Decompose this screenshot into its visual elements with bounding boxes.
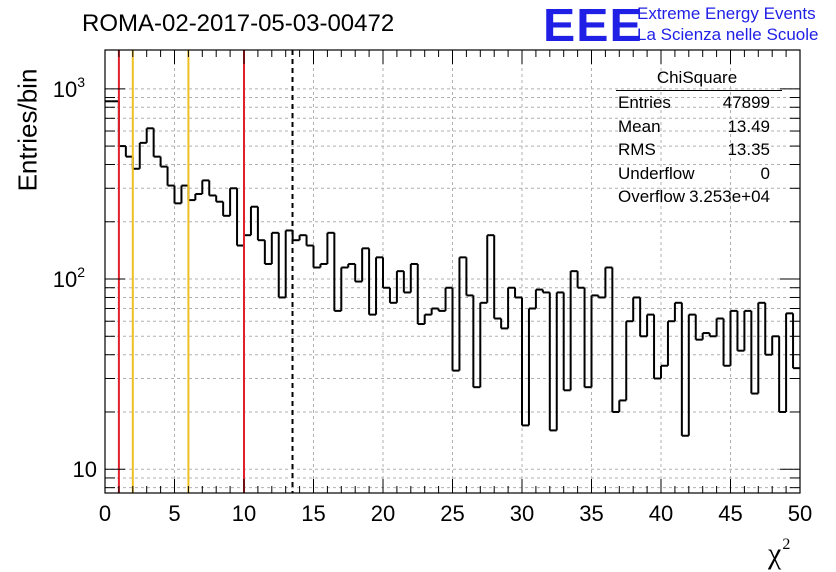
chart-title: ROMA-02-2017-05-03-00472 — [82, 10, 394, 38]
y-axis-label: Entries/bin — [8, 70, 48, 190]
x-tick-label: 20 — [371, 501, 395, 526]
y-tick-label: 103 — [53, 74, 85, 102]
stats-value: 3.253e+04 — [689, 187, 770, 207]
y-tick-label: 10 — [73, 457, 97, 482]
stats-row-overflow: Overflow 3.253e+04 — [612, 185, 782, 209]
stats-value: 0 — [761, 164, 770, 184]
x-tick-label: 50 — [788, 501, 812, 526]
x-axis-label: χ2 — [768, 536, 790, 571]
x-tick-label: 35 — [579, 501, 603, 526]
x-tick-label: 5 — [168, 501, 180, 526]
logo-text-line1: Extreme Energy Events — [637, 4, 816, 24]
x-tick-label: 10 — [232, 501, 256, 526]
stats-box-title: ChiSquare — [612, 68, 782, 88]
stats-key: RMS — [618, 140, 656, 160]
logo-text-line2: La Scienza nelle Scuole — [637, 25, 818, 45]
stats-key: Overflow — [618, 187, 685, 207]
y-tick-label: 102 — [53, 264, 85, 292]
stats-row-rms: RMS 13.35 — [612, 138, 782, 162]
eee-logo: EEE Extreme Energy Events La Scienza nel… — [543, 2, 833, 48]
stats-key: Entries — [618, 93, 671, 113]
eee-logo-mark: EEE — [543, 2, 643, 48]
x-tick-label: 0 — [99, 501, 111, 526]
stats-key: Underflow — [618, 164, 695, 184]
stats-box: ChiSquare Entries 47899 Mean 13.49 RMS 1… — [612, 68, 782, 209]
x-tick-label: 25 — [440, 501, 464, 526]
x-tick-label: 15 — [301, 501, 325, 526]
stats-row-entries: Entries 47899 — [612, 91, 782, 115]
x-tick-label: 45 — [718, 501, 742, 526]
x-tick-label: 30 — [510, 501, 534, 526]
reference-lines — [119, 50, 293, 493]
stats-value: 13.49 — [727, 117, 770, 137]
y-axis-label-text: Entries/bin — [13, 69, 44, 192]
stats-key: Mean — [618, 117, 661, 137]
stats-value: 47899 — [723, 93, 770, 113]
x-axis-label-text: χ — [768, 537, 781, 570]
stats-row-mean: Mean 13.49 — [612, 115, 782, 139]
stats-value: 13.35 — [727, 140, 770, 160]
x-tick-label: 40 — [649, 501, 673, 526]
x-axis-label-exponent: 2 — [782, 536, 790, 553]
stats-row-underflow: Underflow 0 — [612, 162, 782, 186]
